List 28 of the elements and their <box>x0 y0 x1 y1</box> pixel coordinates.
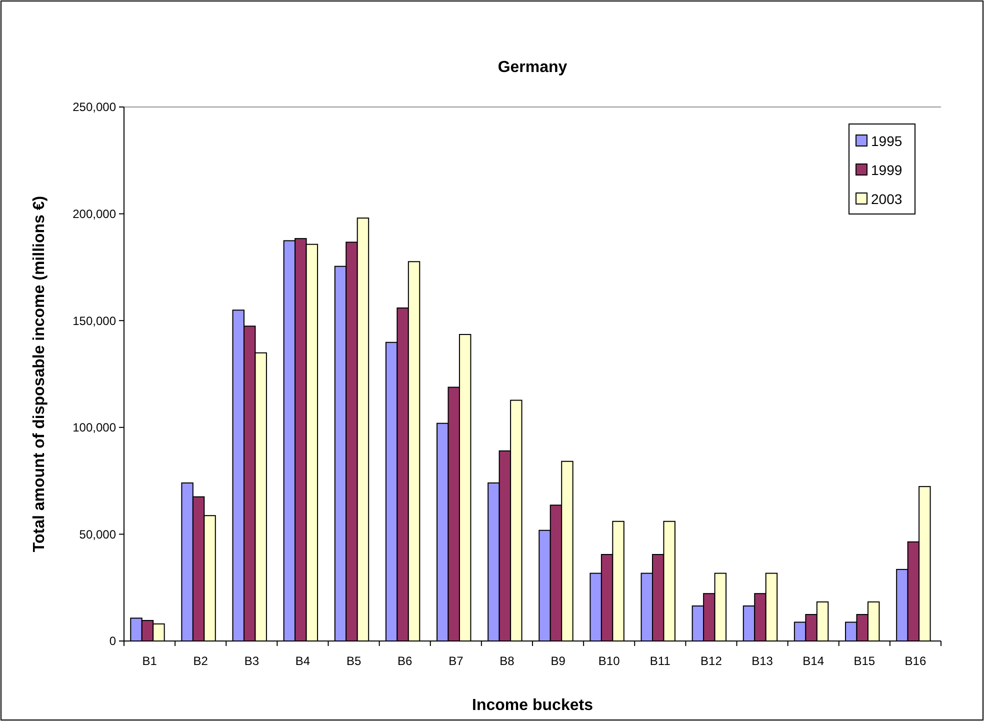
x-tick-label: B3 <box>244 654 260 668</box>
x-tick-label: B10 <box>598 654 620 668</box>
x-tick-label: B9 <box>550 654 566 668</box>
x-tick-label: B5 <box>346 654 362 668</box>
x-tick-label: B16 <box>904 654 926 668</box>
legend-label: 1999 <box>871 162 902 178</box>
legend-label: 1995 <box>871 132 902 149</box>
y-tick-label: 250,000 <box>72 100 116 114</box>
x-tick-label: B12 <box>700 654 722 668</box>
x-tick-label: B1 <box>142 654 158 668</box>
x-tick-label: B13 <box>752 654 774 668</box>
x-tick-label: B2 <box>193 654 208 668</box>
y-tick-label: 150,000 <box>72 314 116 328</box>
legend-label: 2003 <box>871 190 902 207</box>
x-tick-label: B6 <box>398 654 413 668</box>
x-tick-label: B4 <box>295 654 310 668</box>
x-tick-label: B7 <box>448 654 464 668</box>
y-tick-label: 100,000 <box>72 420 116 435</box>
chart-title: Germany <box>498 59 568 76</box>
x-tick-label: B15 <box>854 654 876 668</box>
x-tick-label: B14 <box>802 654 824 668</box>
y-tick-label: 50,000 <box>79 527 116 542</box>
y-tick-label: 200,000 <box>72 207 116 221</box>
x-tick-label: B11 <box>650 654 671 668</box>
x-tick-label: B8 <box>500 654 515 668</box>
y-tick-label: 0 <box>109 634 116 648</box>
x-axis-title: Income buckets <box>472 697 594 714</box>
y-axis-title: Total amount of disposable income (millions €) <box>31 196 48 552</box>
